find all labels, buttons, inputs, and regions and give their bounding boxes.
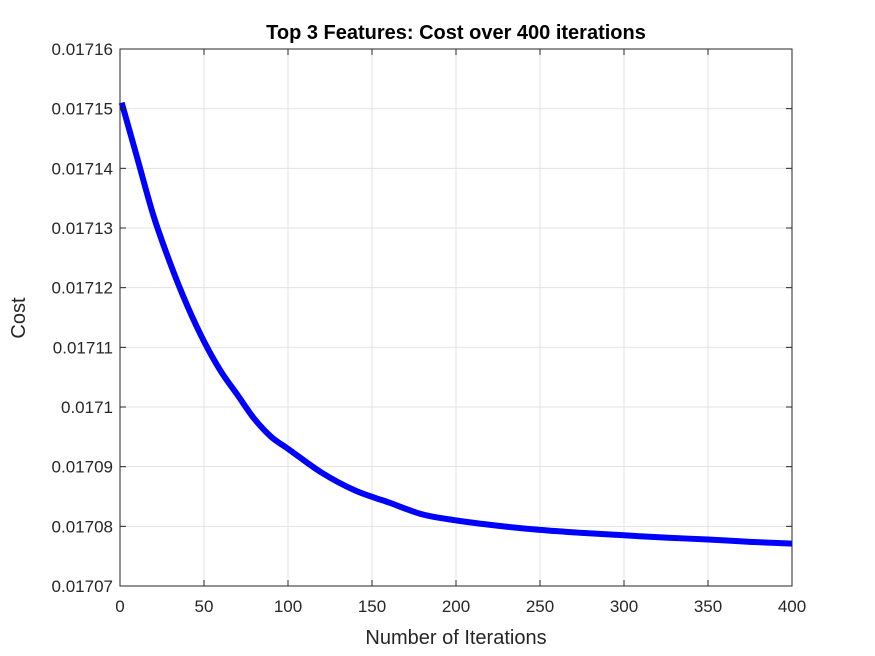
y-tick-label: 0.01713 xyxy=(52,219,113,238)
y-tick-label: 0.01716 xyxy=(52,40,113,59)
x-tick-label: 300 xyxy=(610,597,638,616)
cost-series-line xyxy=(118,101,793,547)
tick-labels: 0 50 100 150 200 250 300 350 400 0.01707 0.01708 0.… xyxy=(52,40,807,616)
x-axis-label: Number of Iterations xyxy=(365,627,546,649)
grid xyxy=(119,48,793,587)
y-axis-label: Cost xyxy=(8,297,30,339)
x-tick-label: 250 xyxy=(526,597,554,616)
y-tick-label: 0.01707 xyxy=(52,577,113,596)
x-tick-label: 350 xyxy=(694,597,722,616)
x-tick-label: 0 xyxy=(115,597,124,616)
chart-title: Top 3 Features: Cost over 400 iterations xyxy=(266,22,646,44)
y-tick-label: 0.0171 xyxy=(61,398,113,417)
y-tick-label: 0.01711 xyxy=(53,338,113,357)
y-tick-label: 0.01709 xyxy=(52,458,113,477)
x-tick-label: 100 xyxy=(274,597,302,616)
y-tick-label: 0.01714 xyxy=(52,159,113,178)
x-tick-label: 200 xyxy=(442,597,470,616)
y-tick-label: 0.01715 xyxy=(52,100,113,119)
x-tick-label: 400 xyxy=(778,597,806,616)
y-tick-label: 0.01712 xyxy=(52,279,113,298)
ticks xyxy=(119,48,793,587)
x-tick-label: 50 xyxy=(195,597,214,616)
y-tick-label: 0.01708 xyxy=(52,517,113,536)
x-tick-label: 150 xyxy=(358,597,386,616)
plot-area xyxy=(118,101,793,547)
